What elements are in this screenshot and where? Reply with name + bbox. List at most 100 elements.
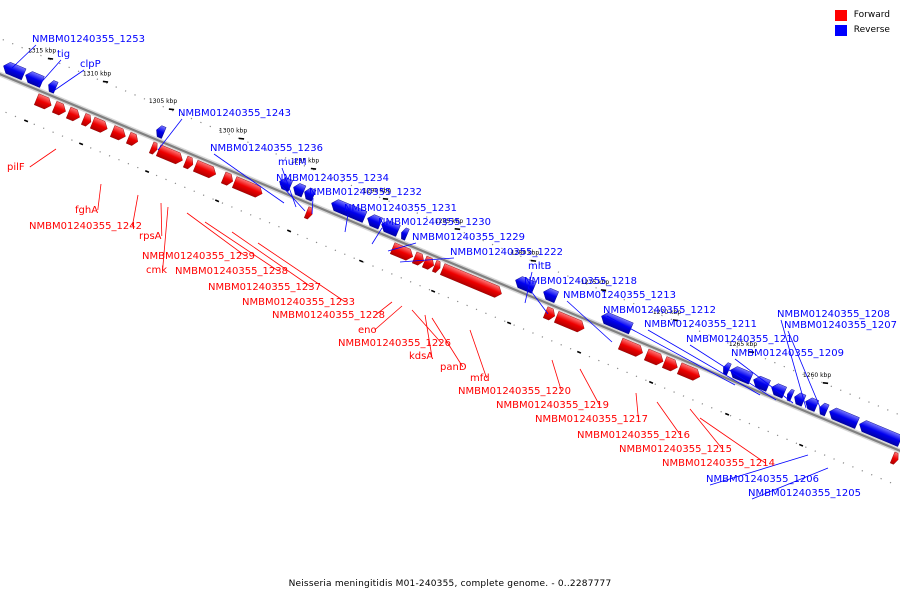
leader-line — [371, 227, 383, 245]
leader-line — [579, 368, 600, 406]
forward-gene-arrow — [80, 113, 92, 127]
forward-gene-label: kdsA — [409, 351, 433, 362]
leader-line — [566, 300, 613, 343]
reverse-gene-arrow — [331, 199, 368, 223]
forward-gene-label: fghA — [75, 205, 98, 216]
forward-gene-arrow — [389, 242, 414, 261]
tick-label: 1315 kbp — [28, 47, 56, 54]
reverse-gene-arrow — [381, 220, 401, 237]
legend-forward-label: Forward — [853, 10, 890, 20]
backbone-line — [0, 72, 900, 453]
tick-mark — [600, 289, 607, 292]
forward-gene-arrow — [109, 125, 126, 141]
reverse-gene-label: NMBM01240355_1208 — [777, 309, 890, 320]
forward-gene-label: NMBM01240355_1228 — [272, 310, 385, 321]
label-leader-lines — [11, 44, 829, 500]
scale-ticks: 1315 kbp 1310 kbp 1305 kbp 1300 kbp 1295 kbp… — [0, 39, 900, 486]
leader-line — [37, 59, 62, 87]
forward-gene-arrow — [33, 93, 52, 110]
forward-gene-arrow — [553, 311, 585, 333]
forward-gene-label: NMBM01240355_1215 — [619, 444, 732, 455]
leader-line — [709, 454, 809, 486]
tick-mark — [23, 119, 29, 123]
leader-line — [29, 148, 57, 168]
reverse-gene-arrow — [48, 80, 59, 94]
leader-line — [387, 242, 417, 252]
tick-mark — [672, 319, 679, 322]
reverse-gene-label: NMBM01240355_1253 — [32, 34, 145, 45]
forward-gene-arrow — [65, 106, 80, 122]
reverse-gene-label: NMBM01240355_1212 — [603, 305, 716, 316]
forward-gene-label: mfd — [470, 373, 490, 384]
leader-line — [527, 286, 549, 315]
reverse-gene-arrow — [786, 388, 795, 402]
reverse-gene-label: NMBM01240355_1205 — [748, 488, 861, 499]
forward-gene-label: NMBM01240355_1226 — [338, 338, 451, 349]
tick-mark — [238, 137, 245, 140]
forward-gene-arrow — [542, 306, 555, 321]
leader-line — [635, 392, 639, 420]
tick-label: 1275 kbp — [581, 279, 609, 286]
reverse-gene-arrow — [304, 187, 317, 202]
reverse-gene-label: NMBM01240355_1211 — [644, 319, 757, 330]
leader-line — [160, 202, 163, 237]
reverse-gene-arrow — [859, 420, 900, 447]
forward-gene-label: eno — [358, 325, 377, 336]
forward-gene-arrow — [661, 356, 678, 372]
leader-line — [734, 358, 794, 404]
tick-mark — [724, 412, 730, 416]
reverse-gene-label: NMBM01240355_1222 — [450, 247, 563, 258]
reverse-gene-arrow — [515, 276, 537, 294]
leader-line — [469, 329, 487, 379]
forward-gene-arrow — [192, 159, 217, 179]
forward-gene-label: NMBM01240355_1233 — [242, 297, 355, 308]
forward-gene-arrow — [51, 100, 66, 116]
reverse-gene-label: NMBM01240355_1231 — [344, 203, 457, 214]
forward-gene-label: NMBM01240355_1214 — [662, 458, 775, 469]
forward-gene-label: NMBM01240355_1238 — [175, 266, 288, 277]
tick-mark — [78, 142, 84, 146]
reverse-gene-label: mltB — [528, 261, 551, 272]
leader-line — [689, 408, 723, 450]
tick-label: 1290 kbp — [363, 188, 391, 195]
reverse-gene-label: mutM — [278, 157, 307, 168]
reverse-gene-label: NMBM01240355_1206 — [706, 474, 819, 485]
reverse-gene-arrow — [794, 392, 807, 407]
forward-gene-label: NMBM01240355_1239 — [142, 251, 255, 262]
leader-line — [344, 213, 349, 233]
legend-reverse-label: Reverse — [853, 25, 890, 35]
reverse-gene-label: NMBM01240355_1234 — [276, 173, 389, 184]
reverse-gene-arrow — [819, 402, 830, 417]
leader-line — [787, 330, 823, 413]
reverse-gene-arrow — [156, 125, 167, 139]
leader-line — [279, 183, 306, 212]
forward-gene-label: NMBM01240355_1237 — [208, 282, 321, 293]
tick-mark — [798, 443, 804, 447]
tick-mark — [454, 227, 461, 231]
lower-ruler — [0, 109, 898, 486]
forward-gene-arrow — [889, 451, 899, 465]
reverse-gene-arrow — [805, 397, 820, 412]
forward-gene-label: NMBM01240355_1217 — [535, 414, 648, 425]
leader-line — [257, 242, 346, 303]
forward-gene-arrow — [148, 141, 158, 155]
reverse-gene-arrow — [730, 366, 754, 385]
leader-line — [11, 44, 37, 69]
forward-gene-arrow — [643, 348, 664, 366]
leader-line — [213, 153, 285, 204]
tick-label: 1310 kbp — [83, 70, 111, 77]
tick-label: 1270 kbp — [653, 309, 681, 316]
tick-mark — [47, 57, 54, 60]
tick-label: 1265 kbp — [729, 341, 757, 348]
leader-line — [656, 401, 681, 436]
tick-label: 1260 kbp — [803, 372, 831, 379]
forward-gene-arrow — [303, 206, 313, 220]
forward-gene-label: cmk — [146, 265, 167, 276]
forward-gene-arrow — [125, 131, 138, 146]
leader-line — [606, 315, 736, 386]
leader-line — [647, 329, 761, 396]
tick-mark — [168, 108, 175, 111]
reverse-gene-arrow — [3, 62, 27, 81]
leader-line — [204, 221, 279, 272]
